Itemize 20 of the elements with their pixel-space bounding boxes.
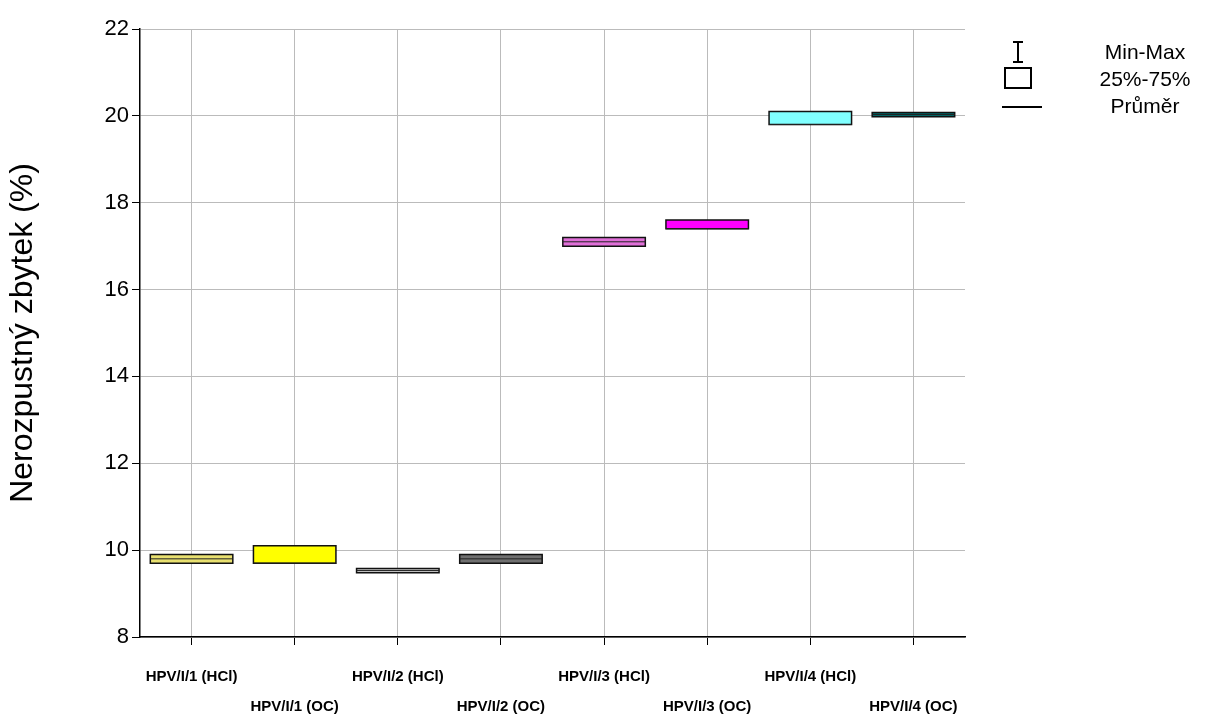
y-tick-label: 20: [104, 101, 129, 127]
y-tick-label: 18: [104, 188, 129, 214]
text: Průměr: [1109, 93, 1181, 119]
y-tick-label: 12: [104, 449, 129, 475]
x-tick-label: HPV/I/1 (OC): [250, 696, 339, 714]
y-tick-label: 10: [104, 536, 129, 562]
x-tick-label: HPV/I/2 (OC): [456, 696, 546, 714]
x-tick-label: HPV/I/4 (OC): [869, 696, 958, 714]
x-tick-label: HPV/I/2 (HCl): [351, 666, 444, 684]
y-tick-label: 8: [116, 623, 129, 649]
text: Min-Max: [1103, 39, 1187, 65]
y-tick-label: 16: [104, 275, 129, 301]
x-tick-label: HPV/I/4 (HCl): [764, 666, 857, 684]
y-tick-label: 22: [104, 15, 129, 41]
x-tick-label: HPV/I/3 (HCl): [558, 666, 650, 684]
x-tick-label: HPV/I/3 (OC): [663, 696, 752, 714]
y-axis-title: Nerozpustný zbytek (%): [3, 163, 40, 503]
text: 25%-75%: [1098, 66, 1192, 92]
y-tick-label: 14: [104, 362, 129, 388]
x-tick-label: HPV/I/1 (HCl): [145, 666, 238, 684]
